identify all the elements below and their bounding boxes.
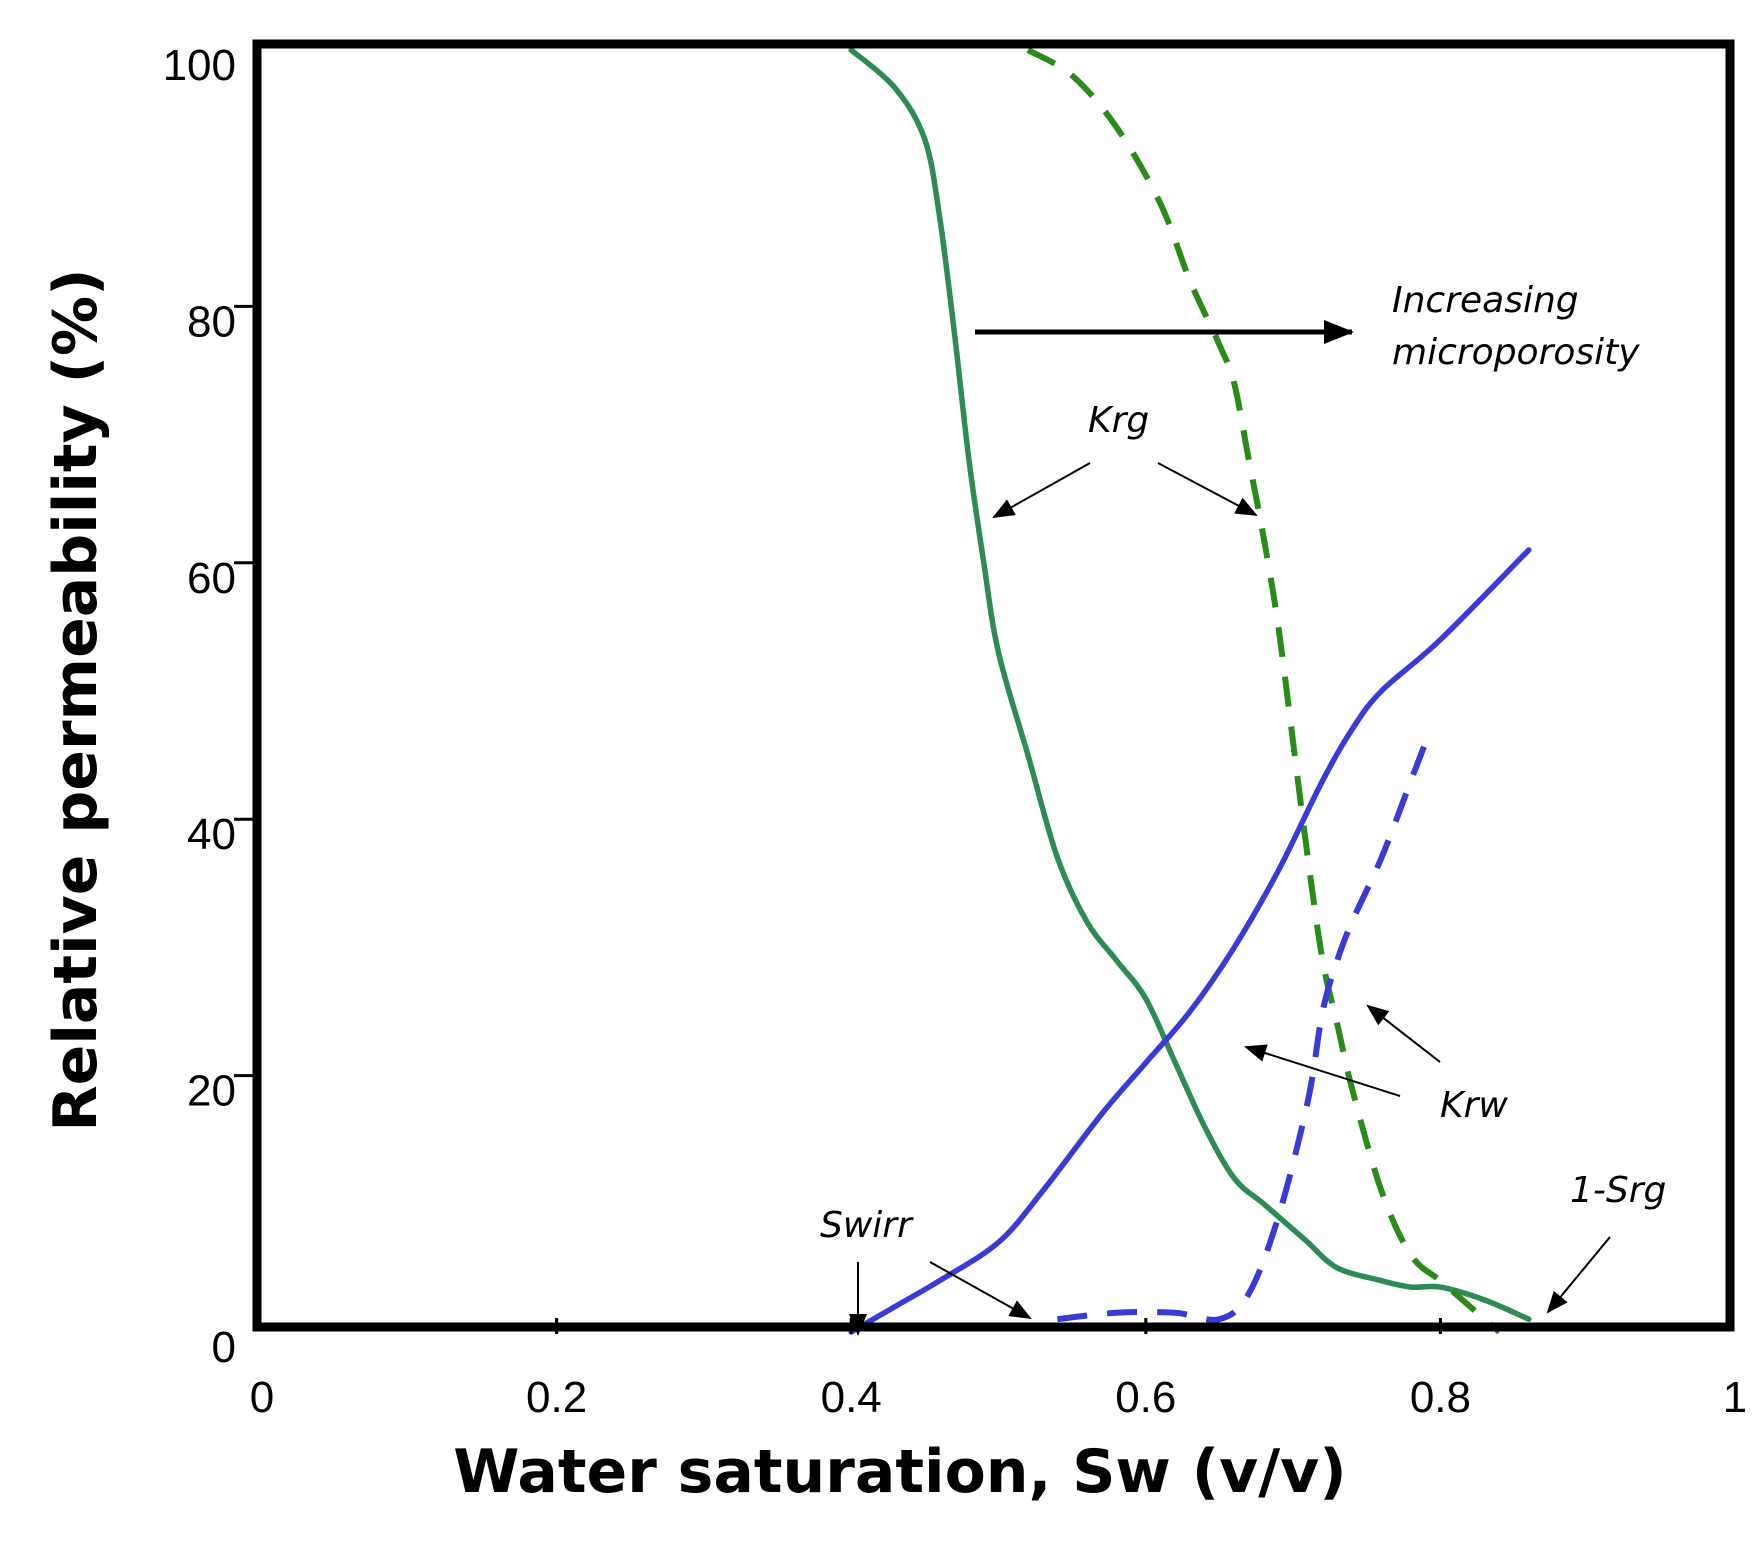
annotation-microporosity: microporosity [1392, 332, 1640, 373]
annotation-krg: Krg [1088, 400, 1149, 441]
annotation-swirr: Swirr [820, 1205, 914, 1246]
y-tick-label: 60 [187, 554, 236, 603]
srg-arrow [1546, 1236, 1611, 1314]
krg-arrow-solid [992, 462, 1091, 518]
y-tick-label: 100 [163, 41, 236, 90]
y-tick-label: 80 [187, 297, 236, 346]
series-krw-dashed [1057, 741, 1429, 1323]
series-krg-dashed [1026, 47, 1502, 1335]
annotation-krw: Krw [1440, 1085, 1508, 1126]
krw-arrow-solid [1244, 1044, 1401, 1097]
y-tick-label: 40 [187, 810, 236, 859]
y-axis-title: Relative permeability (%) [41, 268, 111, 1131]
series-krg-solid [848, 47, 1532, 1322]
x-tick-label: 0.2 [526, 1373, 587, 1422]
plot-frame [252, 39, 1735, 1332]
x-tick-label: 1 [1723, 1373, 1747, 1422]
x-tick-label: 0.6 [1115, 1373, 1176, 1422]
swirr-arrow-dashed [929, 1261, 1032, 1319]
krg-arrow-dashed [1157, 462, 1258, 516]
x-tick-label: 0 [250, 1373, 274, 1422]
x-axis-title: Water saturation, Sw (v/v) [453, 1437, 1346, 1507]
x-tick-label: 0.8 [1410, 1373, 1471, 1422]
y-tick-label: 20 [187, 1067, 236, 1116]
krw-arrow-dashed [1366, 1004, 1441, 1063]
y-tick-label: 0 [212, 1323, 236, 1372]
annotation-1-srg: 1-Srg [1570, 1170, 1666, 1211]
series-krw-solid [848, 547, 1532, 1335]
annotation-increasing: Increasing [1392, 280, 1579, 321]
x-tick-label: 0.4 [821, 1373, 882, 1422]
